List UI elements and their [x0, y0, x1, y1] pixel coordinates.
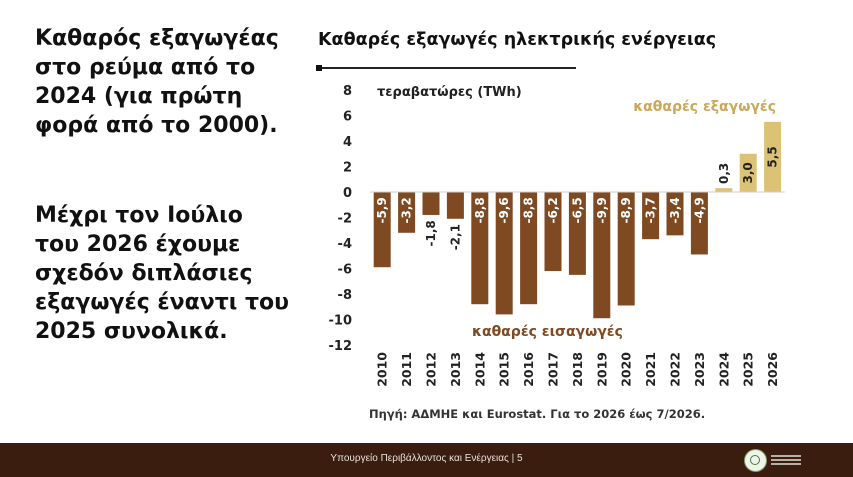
x-tick-2021: 2021 — [643, 352, 658, 387]
y-tick-label: 0 — [343, 186, 352, 201]
data-label-2020: -8,9 — [619, 197, 633, 223]
y-tick-label: 8 — [343, 84, 352, 99]
data-label-2019: -9,9 — [595, 197, 609, 223]
headline-line: του 2026 έχουμε — [35, 232, 241, 257]
title-underline-marker — [316, 65, 322, 71]
headline-paragraph-2: Μέχρι τον Ιούλιο του 2026 έχουμε σχεδόν … — [35, 201, 305, 346]
y-axis-label: τεραβατώρες (TWh) — [377, 85, 522, 100]
exports-annotation: καθαρές εξαγωγές — [633, 99, 776, 115]
bar-2011 — [398, 192, 416, 233]
data-label-2025: 3,0 — [741, 162, 755, 183]
y-tick-label: 2 — [343, 161, 352, 176]
x-tick-2010: 2010 — [375, 352, 390, 387]
bar-2016 — [520, 192, 538, 305]
x-tick-2015: 2015 — [497, 352, 512, 387]
bar-2025 — [739, 153, 757, 192]
x-tick-2013: 2013 — [448, 352, 463, 387]
headline-line: εξαγωγές έναντι του — [35, 290, 290, 315]
y-tick-labels: 8 6 4 2 0 -2 -4 -6 -8 -10 -12 — [329, 84, 353, 354]
x-tick-2024: 2024 — [716, 352, 731, 387]
source-note: Πηγή: ΑΔΜΗΕ και Eurostat. Για το 2026 έω… — [369, 407, 705, 421]
x-tick-2019: 2019 — [594, 352, 609, 387]
headline-line: φορά από το 2000). — [35, 113, 278, 138]
bars-group — [373, 121, 782, 319]
bar-2014 — [471, 192, 489, 305]
bar-2020 — [617, 192, 635, 306]
headline-line: Μέχρι τον Ιούλιο — [35, 203, 243, 228]
y-tick-label: -6 — [338, 263, 352, 278]
bar-2012 — [422, 192, 440, 215]
emblem-inner-ring — [750, 455, 760, 465]
x-tick-2022: 2022 — [668, 352, 683, 387]
headline-line: στο ρεύμα από το — [35, 55, 256, 80]
x-tick-2011: 2011 — [399, 352, 414, 387]
bar-2017 — [544, 192, 562, 272]
y-tick-label: 6 — [343, 110, 352, 125]
ministry-emblem-icon — [744, 449, 767, 472]
headline-line: Καθαρός εξαγωγέας — [35, 26, 279, 51]
bar-2013 — [446, 192, 464, 219]
x-tick-2020: 2020 — [619, 352, 634, 387]
data-label-2016: -8,8 — [522, 197, 536, 223]
data-label-2011: -3,2 — [400, 197, 414, 223]
data-label-2023: -4,9 — [692, 197, 706, 223]
bar-2026 — [764, 121, 782, 192]
data-label-2015: -9,6 — [497, 197, 511, 223]
data-label-2021: -3,7 — [644, 197, 658, 223]
data-label-2013: -2,1 — [448, 224, 462, 250]
data-label-2022: -3,4 — [668, 197, 682, 223]
bar-2018 — [568, 192, 586, 275]
bar-2021 — [642, 192, 660, 240]
bar-2019 — [593, 192, 611, 319]
headline-paragraph-1: Καθαρός εξαγωγέας στο ρεύμα από το 2024 … — [35, 24, 305, 140]
x-tick-2017: 2017 — [546, 352, 561, 387]
bar-2015 — [495, 192, 513, 315]
y-tick-label: -8 — [338, 288, 352, 303]
bar-2023 — [690, 192, 708, 255]
x-tick-2012: 2012 — [424, 352, 439, 387]
bar-2024 — [715, 188, 733, 192]
data-label-2018: -6,5 — [570, 197, 584, 223]
imports-annotation: καθαρές εισαγωγές — [472, 324, 623, 340]
bar-2022 — [666, 192, 684, 236]
y-tick-label: -10 — [329, 314, 353, 329]
data-label-2017: -6,2 — [546, 197, 560, 223]
data-label-2010: -5,9 — [375, 197, 389, 223]
y-tick-label: -4 — [338, 237, 352, 252]
headline-line: σχεδόν διπλάσιες — [35, 261, 253, 286]
headline-line: 2024 (για πρώτη — [35, 84, 243, 109]
net-exports-bar-chart: τεραβατώρες (TWh) καθαρές εξαγωγές καθαρ… — [329, 84, 785, 421]
x-tick-2023: 2023 — [692, 352, 707, 387]
y-tick-label: 4 — [343, 135, 352, 150]
bar-2010 — [373, 192, 391, 268]
y-tick-label: -12 — [329, 339, 353, 354]
x-tick-2026: 2026 — [765, 352, 780, 387]
data-labels-group: -5,9 -3,2 -1,8 -2,1 -8,8 -9,6 -8,8 -6,2 -6,5 -9,9… — [375, 146, 779, 250]
x-tick-2016: 2016 — [521, 352, 536, 387]
headline-line: 2025 συνολικά. — [35, 319, 228, 344]
data-label-2024: 0,3 — [717, 163, 731, 184]
data-label-2014: -8,8 — [473, 197, 487, 223]
data-label-2012: -1,8 — [424, 220, 438, 246]
x-tick-2018: 2018 — [570, 352, 585, 387]
chart-title: Καθαρές εξαγωγές ηλεκτρικής ενέργειας — [318, 30, 717, 50]
footer-bar: Υπουργείο Περιβάλλοντος και Ενέργειας | … — [0, 443, 853, 477]
y-tick-label: -2 — [338, 212, 352, 227]
data-label-2026: 5,5 — [766, 146, 780, 167]
x-tick-labels: 2010 2011 2012 2013 2014 2015 2016 2017 2018 2019… — [375, 352, 780, 387]
title-underline — [318, 67, 576, 69]
x-tick-2025: 2025 — [741, 352, 756, 387]
x-tick-2014: 2014 — [472, 352, 487, 387]
footer-text: Υπουργείο Περιβάλλοντος και Ενέργειας | … — [330, 453, 523, 464]
emblem-caption-lines — [771, 455, 801, 457]
